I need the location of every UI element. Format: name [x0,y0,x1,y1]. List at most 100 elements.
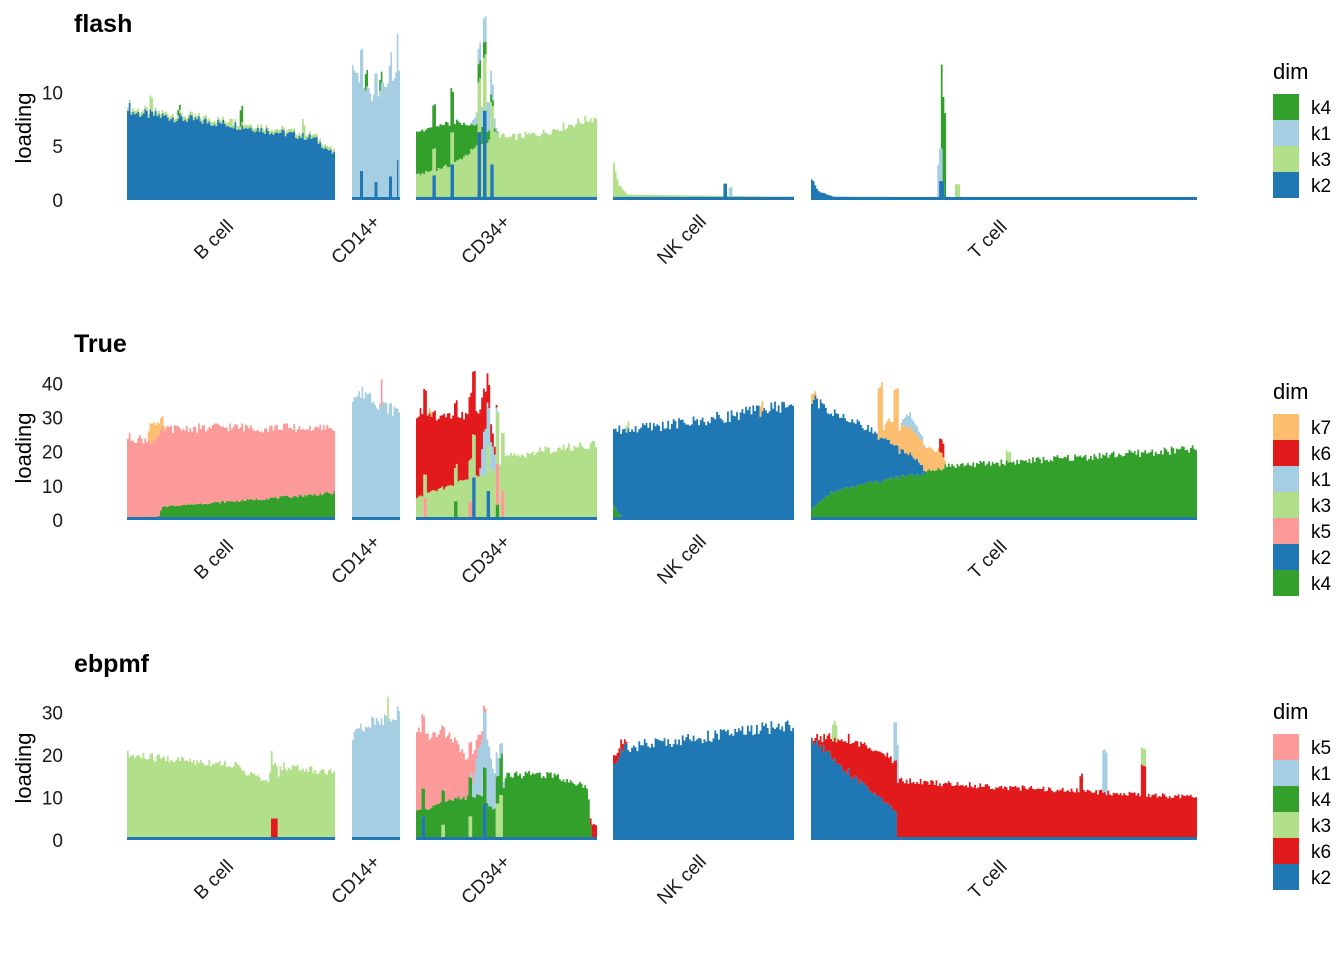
y-tick-label: 30 [42,409,63,430]
category-label: NK cell [653,211,710,268]
baseline-k2 [352,197,400,200]
panel-true: True loading 0 10 20 30 40 B cell CD14+ CD34+ NK c… [11,330,1332,596]
legend-swatch-k4 [1273,786,1299,812]
area-k3 [127,95,335,154]
legend-swatch-k6 [1273,838,1299,864]
legend-label-k4: k4 [1311,98,1332,119]
legend-label-k3: k3 [1311,150,1331,171]
baseline-k2 [416,517,597,520]
legend-label-k2: k2 [1311,176,1331,197]
category-label: CD34+ [458,212,515,269]
group-nk-cell [613,401,794,520]
panel-title: flash [74,10,132,38]
category-label: CD14+ [328,212,385,269]
category-label: CD34+ [458,852,515,909]
area-k5 [127,423,335,519]
category-label: T cell [965,537,1012,584]
category-label: CD14+ [328,532,385,589]
legend-title: dim [1273,699,1308,724]
group-cd34- [416,16,597,200]
area-k1 [811,148,1197,198]
baseline-k2 [127,837,335,840]
area-k3 [127,750,335,838]
area-k2 [127,102,335,200]
y-tick-label: 10 [42,83,63,104]
area-k2 [416,110,597,200]
legend-swatch-k5 [1273,734,1299,760]
legend-label-k3: k3 [1311,496,1331,517]
legend-swatch-k2 [1273,544,1299,570]
legend-swatch-k6 [1273,440,1299,466]
baseline-k2 [127,517,335,520]
area-k2 [811,395,1197,509]
legend-swatch-k2 [1273,864,1299,890]
area-k2 [613,401,794,519]
legend-label-k2: k2 [1311,868,1331,889]
area-k4 [127,491,335,520]
legend-title: dim [1273,379,1308,404]
area-k4 [416,753,597,838]
panel-flash: flash loading 0 5 10 B cell CD14+ CD34+ NK cell T… [11,10,1332,269]
area-k6 [416,371,597,499]
group-b-cell [127,415,335,520]
group-t-cell [811,720,1197,840]
group-cd34- [416,705,597,840]
baseline-k2 [127,197,335,200]
category-label: B cell [190,856,238,904]
legend-swatch-k7 [1273,414,1299,440]
category-label: T cell [965,217,1012,264]
y-tick-label: 0 [52,511,63,532]
group-cd14- [352,33,400,200]
group-cd34- [416,371,597,520]
legend-title: dim [1273,59,1308,84]
baseline-k2 [416,197,597,200]
area-k1 [352,706,400,838]
y-tick-label: 20 [42,746,63,767]
panel-ebpmf: ebpmf loading 0 10 20 30 B cell CD14+ CD34+ NK ce… [11,650,1332,909]
legend-label-k2: k2 [1311,548,1331,569]
group-cd14- [352,696,400,840]
area-k2 [613,720,794,840]
y-axis-label: loading [11,733,36,804]
area-k2 [352,160,400,200]
category-label: B cell [190,216,238,264]
y-tick-label: 5 [52,137,63,158]
legend-swatch-k5 [1273,518,1299,544]
baseline-k2 [613,837,794,840]
group-b-cell [127,750,335,840]
legend-label-k5: k5 [1311,522,1331,543]
area-k2 [811,738,1197,840]
panel-title: True [74,330,127,358]
y-tick-label: 0 [52,831,63,852]
legend-label-k4: k4 [1311,574,1332,595]
y-tick-label: 30 [42,704,63,725]
y-tick-label: 20 [42,443,63,464]
baseline-k2 [352,517,400,520]
y-tick-label: 10 [42,477,63,498]
group-cd14- [352,379,400,520]
legend-swatch-k1 [1273,120,1299,146]
baseline-k2 [811,197,1197,200]
group-t-cell [811,64,1197,200]
area-k3 [811,64,1197,198]
legend-label-k4: k4 [1311,790,1332,811]
group-nk-cell [613,720,794,840]
legend-label-k6: k6 [1311,842,1331,863]
group-t-cell [811,382,1197,520]
y-axis-label: loading [11,413,36,484]
baseline-k2 [811,837,1197,840]
legend-label-k6: k6 [1311,444,1331,465]
area-k4 [416,42,597,176]
panel-title: ebpmf [74,650,150,678]
area-k1 [352,386,400,520]
legend-label-k1: k1 [1311,470,1331,491]
area-k4 [127,95,335,151]
legend-label-k3: k3 [1311,816,1331,837]
category-label: B cell [190,536,238,584]
legend-swatch-k1 [1273,760,1299,786]
area-k5 [416,705,597,838]
area-k1 [416,16,597,141]
baseline-k2 [416,837,597,840]
